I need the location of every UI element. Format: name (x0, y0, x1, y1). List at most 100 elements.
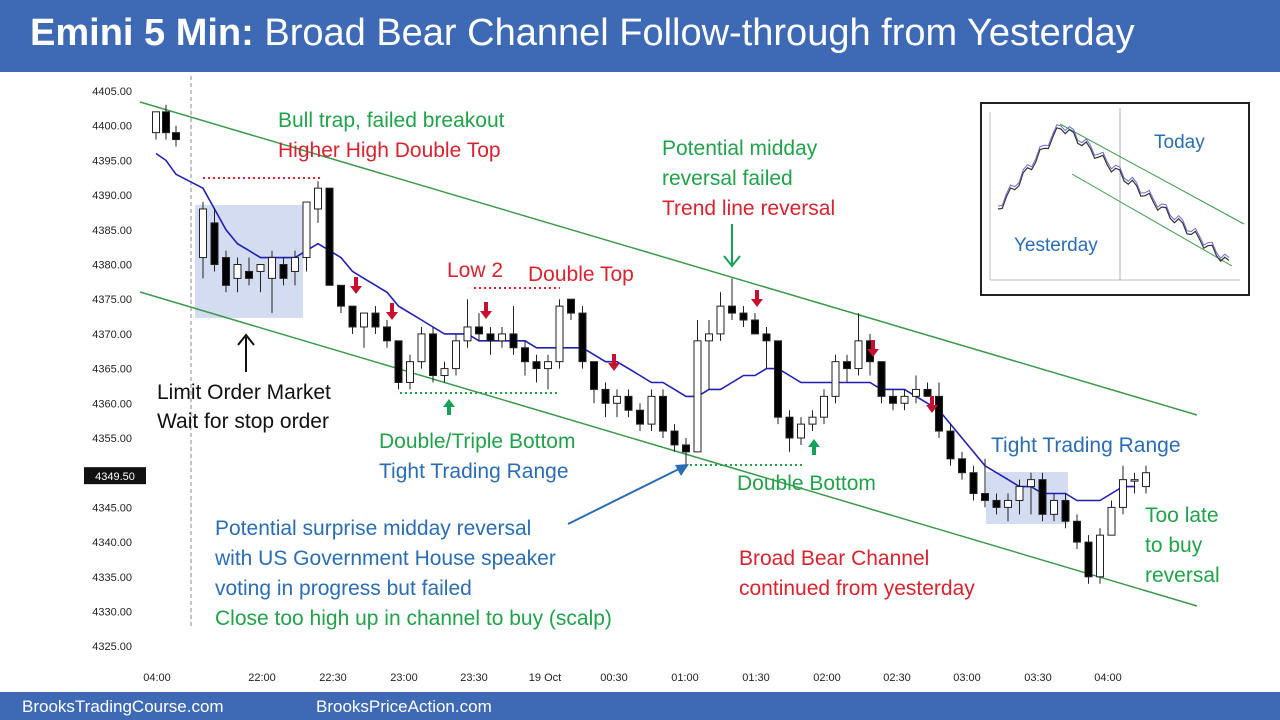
candle (1096, 528, 1104, 584)
candle (659, 389, 667, 438)
candle-body (659, 395, 667, 432)
candle-body (1015, 486, 1024, 501)
down-arrow-icon (926, 396, 938, 413)
candle-body (1038, 479, 1047, 515)
candle (440, 361, 449, 383)
candle-body (371, 312, 380, 328)
candle (774, 340, 782, 425)
candle-body (162, 111, 170, 134)
candle-body (302, 201, 311, 259)
candle-body (291, 257, 299, 272)
candle (889, 389, 897, 411)
down-arrow-icon (751, 290, 763, 307)
x-tick-label: 01:30 (742, 672, 770, 684)
candle (360, 312, 368, 348)
channel-lines (139, 101, 1198, 607)
annotation-midday-2: reversal failed (662, 167, 793, 190)
candle-body (785, 416, 794, 439)
inset-label-today: Today (1154, 132, 1205, 153)
y-tick-label: 4325.00 (92, 641, 132, 653)
candle (1004, 493, 1012, 522)
annotation-midday-3: Trend line reversal (662, 197, 836, 220)
candle-body (417, 333, 426, 363)
candle-body (463, 326, 472, 342)
candle (152, 111, 160, 140)
candle (751, 313, 759, 335)
green-down-arrow-icon (723, 224, 741, 268)
candle (1084, 535, 1093, 584)
candle-body (429, 333, 437, 377)
candle-body (567, 298, 575, 314)
candle-body (636, 409, 644, 425)
x-tick-label: 02:30 (883, 672, 911, 684)
candle (728, 278, 736, 321)
candle-body (360, 312, 368, 328)
candle-body (981, 493, 989, 501)
x-tick-label: 23:30 (460, 672, 488, 684)
inset-chart: Today Yesterday (980, 102, 1250, 296)
annotation-broad-2: continued from yesterday (739, 577, 975, 600)
candle (969, 465, 978, 501)
candle-body (452, 340, 460, 370)
candle-body (854, 340, 863, 370)
candle-body (233, 264, 242, 279)
candle-body (245, 270, 253, 279)
candle (1107, 500, 1116, 536)
candle-body (279, 264, 288, 279)
y-tick-label: 4375.00 (92, 294, 132, 306)
candle (544, 354, 552, 390)
candle (291, 250, 299, 286)
x-tick-label: 01:00 (671, 672, 699, 684)
candle (601, 382, 610, 418)
candle (555, 299, 564, 369)
y-tick-label: 4370.00 (92, 329, 132, 341)
candle (670, 424, 679, 452)
x-tick-label: 00:30 (600, 672, 628, 684)
candle-body (797, 423, 805, 439)
candle (981, 458, 989, 508)
candle (509, 306, 518, 355)
candle (636, 403, 644, 432)
candle (808, 410, 817, 432)
candle (624, 389, 633, 418)
candle (1027, 472, 1035, 515)
candle (1142, 465, 1150, 494)
candle (797, 417, 805, 445)
x-tick-label: 03:00 (953, 672, 981, 684)
y-tick-label: 4345.00 (92, 502, 132, 514)
x-tick-label: 22:00 (248, 672, 276, 684)
candle (590, 361, 598, 404)
candle-body (1142, 472, 1150, 488)
candle (256, 264, 265, 293)
candle (935, 382, 943, 438)
candle-body (1107, 506, 1116, 536)
candle (854, 313, 863, 376)
candle-body (831, 361, 840, 397)
candle (394, 340, 403, 390)
candle-body (682, 444, 690, 453)
candle (222, 250, 230, 293)
x-tick-label: 04:00 (1094, 672, 1122, 684)
candle (705, 320, 713, 390)
candle (486, 326, 495, 355)
candle (567, 298, 575, 321)
annotation-wait-stop: Wait for stop order (157, 410, 329, 433)
candle-body (647, 395, 656, 425)
inset-price-line (997, 127, 1230, 263)
candle (1119, 465, 1127, 515)
candle (463, 299, 472, 348)
candle-body (808, 416, 817, 425)
candle-body (532, 361, 541, 370)
candle (958, 451, 966, 480)
footer-right-link[interactable]: BrooksPriceAction.com (316, 697, 492, 716)
inset-channel-lower (1071, 173, 1233, 267)
annotation-double-bottom: Double Bottom (737, 472, 876, 495)
footer-left-link[interactable]: BrooksTradingCourse.com (22, 697, 224, 716)
y-tick-label: 4335.00 (92, 572, 132, 584)
header-bar: Emini 5 Min: Broad Bear Channel Follow-t… (0, 0, 1280, 72)
candle-body (521, 347, 529, 363)
footer-bar: BrooksTradingCourse.com BrooksPriceActio… (0, 692, 1280, 720)
y-tick-label: 4365.00 (92, 364, 132, 376)
annotation-too-late-2: to buy (1145, 534, 1203, 557)
candle-body (601, 388, 610, 404)
